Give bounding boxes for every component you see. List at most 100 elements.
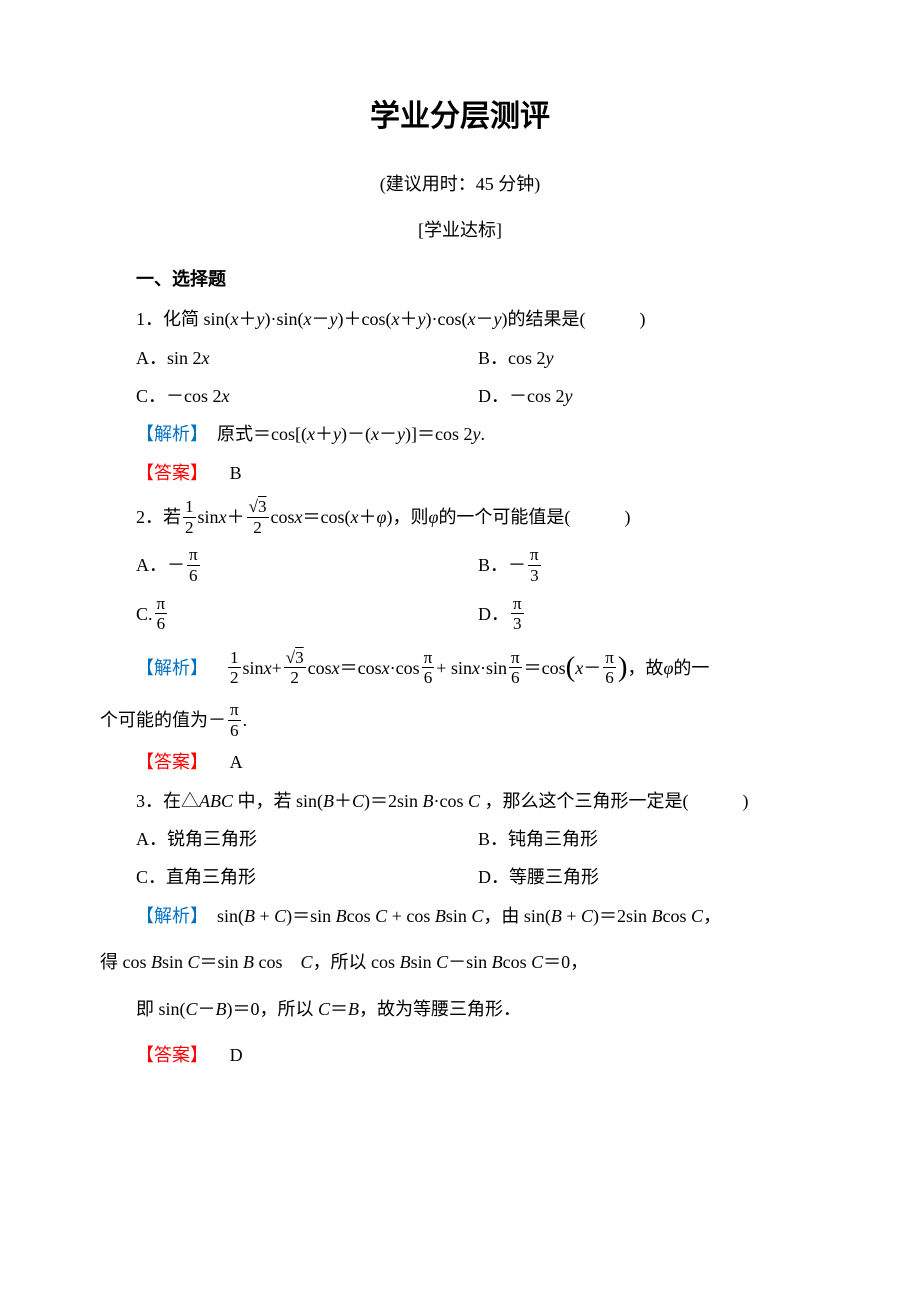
q2-an-phi: φ <box>663 652 673 684</box>
q2-cont-frac: π6 <box>228 700 241 740</box>
q2-an-f2: √32 <box>284 648 306 688</box>
q3l2-7: ＝0， <box>543 952 588 972</box>
q2-an-f4: π6 <box>509 648 522 688</box>
q2-answer-letter: A <box>230 752 243 772</box>
q3aC4: C <box>581 906 593 926</box>
q2-t8: 的一个可能值是( <box>438 501 570 533</box>
q1-optB: B．cos 2y <box>478 342 820 374</box>
q2-t4: cos <box>271 501 295 533</box>
q2-oC-frac: π6 <box>155 594 168 634</box>
lparen: ( <box>566 642 576 694</box>
q2-oC-t: C. <box>136 598 153 630</box>
q1-optD: D．－cos 2y <box>478 380 820 412</box>
q1-optA: A．sin 2x <box>136 342 478 374</box>
q1-t8: － <box>475 309 493 329</box>
q2-t6: ＋ <box>359 501 377 533</box>
q1-t4: － <box>312 309 330 329</box>
q1-optB-t: B．cos 2 <box>478 348 546 368</box>
q2-minus: － <box>583 652 601 684</box>
q3l2-5: ，所以 cos <box>313 952 400 972</box>
q1-optC-v: x <box>222 386 230 406</box>
q1-optB-v: y <box>546 348 554 368</box>
q2-oD-frac: π3 <box>511 594 524 634</box>
q2-optA: A．－ π6 <box>136 545 478 585</box>
q3-ABC: ABC <box>199 791 233 811</box>
q1-an-t5: )]＝cos 2 <box>405 424 472 444</box>
q3l2-6b: cos <box>503 952 532 972</box>
q2-oB-frac: π3 <box>528 545 541 585</box>
q2-optD: D． π3 <box>478 594 820 634</box>
q3l3-3: )＝0，所以 <box>227 999 319 1019</box>
q2-f2d: 2 <box>247 518 269 538</box>
q2anf1d: 2 <box>228 668 241 688</box>
q3a8: )＝2sin <box>593 906 652 926</box>
q3aC3: C <box>471 906 483 926</box>
q3-stem: 3．在△ABC 中，若 sin(B＋C)＝2sin B·cos C ，那么这个三… <box>100 785 820 817</box>
q2-f1n: 1 <box>183 497 196 518</box>
q2-stem: 2．若 12 sin x ＋ √32 cos x ＝cos(x＋φ)，则 φ 的… <box>100 497 820 537</box>
q1-t2: ＋ <box>239 309 257 329</box>
q1-analysis: 【解析】 原式＝cos[(x＋y)－(x－y)]＝cos 2y. <box>100 418 820 450</box>
q1-t3: )·sin( <box>265 309 304 329</box>
q1-an-t2: ＋ <box>315 424 333 444</box>
q3-B2: B <box>423 791 434 811</box>
q1-optC: C．－cos 2x <box>136 380 478 412</box>
q2anf3n: π <box>422 648 435 669</box>
q2anf5d: 6 <box>603 668 616 688</box>
q1-an-y: y <box>333 424 341 444</box>
q3-t2: 中，若 sin( <box>233 791 323 811</box>
q3l3-1: 即 sin( <box>136 999 186 1019</box>
analysis-label-3: 【解析】 <box>136 906 199 926</box>
q2anf5n: π <box>603 648 616 669</box>
q3l2-4: cos <box>254 952 301 972</box>
q1-an-x: x <box>307 424 315 444</box>
q1-var-x: x <box>231 309 239 329</box>
q1-t5: )＋cos( <box>338 309 392 329</box>
q3a3: )＝sin <box>286 906 336 926</box>
q2-t2: sin <box>198 501 219 533</box>
q3l3-5: ，故为等腰三角形． <box>359 999 521 1019</box>
q2anf1n: 1 <box>228 648 241 669</box>
q1-var-y: y <box>257 309 265 329</box>
q3-optD: D．等腰三角形 <box>478 861 820 893</box>
q2-f1d: 2 <box>183 518 196 538</box>
q2-phi2: φ <box>428 501 438 533</box>
q3l3B2: B <box>348 999 359 1019</box>
q3-t5: ·cos <box>434 791 469 811</box>
q3-analysis-1: 【解析】 sin(B + C)＝sin Bcos C + cos Bsin C，… <box>100 900 820 932</box>
answer-label: 【答案】 <box>136 463 208 483</box>
q1-options-row1: A．sin 2x B．cos 2y <box>100 342 820 374</box>
q3-optA: A．锐角三角形 <box>136 823 478 855</box>
q3a6: sin <box>446 906 472 926</box>
q2-x3: x <box>351 501 359 533</box>
q2-oC-d: 6 <box>155 614 168 634</box>
q2-oA-n: π <box>187 545 200 566</box>
q2-oB-n: π <box>528 545 541 566</box>
q3aB1: B <box>244 906 255 926</box>
q2-oA-t: A．－ <box>136 549 185 581</box>
q3l3C2: C <box>318 999 330 1019</box>
q1-text: 1．化简 sin( <box>136 309 231 329</box>
q3aB4: B <box>551 906 562 926</box>
page-title: 学业分层测评 <box>100 90 820 144</box>
q1-answer: 【答案】B <box>100 457 820 489</box>
q3a7b: + <box>562 906 581 926</box>
q3a5: + cos <box>387 906 435 926</box>
q2-an-t4: ＝cos <box>340 652 382 684</box>
q3l2B1: B <box>151 952 162 972</box>
q1-options-row2: C．－cos 2x D．－cos 2y <box>100 380 820 412</box>
q2cfd: 6 <box>228 721 241 741</box>
q3aB5: B <box>652 906 663 926</box>
analysis-label-2: 【解析】 <box>136 652 208 684</box>
q3l2B3: B <box>400 952 411 972</box>
q2-cont-end: . <box>243 704 248 736</box>
q3l3-4: ＝ <box>330 999 348 1019</box>
page-subtitle: (建议用时：45 分钟) <box>100 168 820 200</box>
q3l2C3: C <box>436 952 448 972</box>
q2-oB-d: 3 <box>528 566 541 586</box>
q1-blank <box>585 309 639 329</box>
q2-phi: φ <box>377 501 387 533</box>
q1-an-x2: x <box>371 424 379 444</box>
q2-an-x5: x <box>575 652 583 684</box>
q2-an-x4: x <box>472 652 480 684</box>
